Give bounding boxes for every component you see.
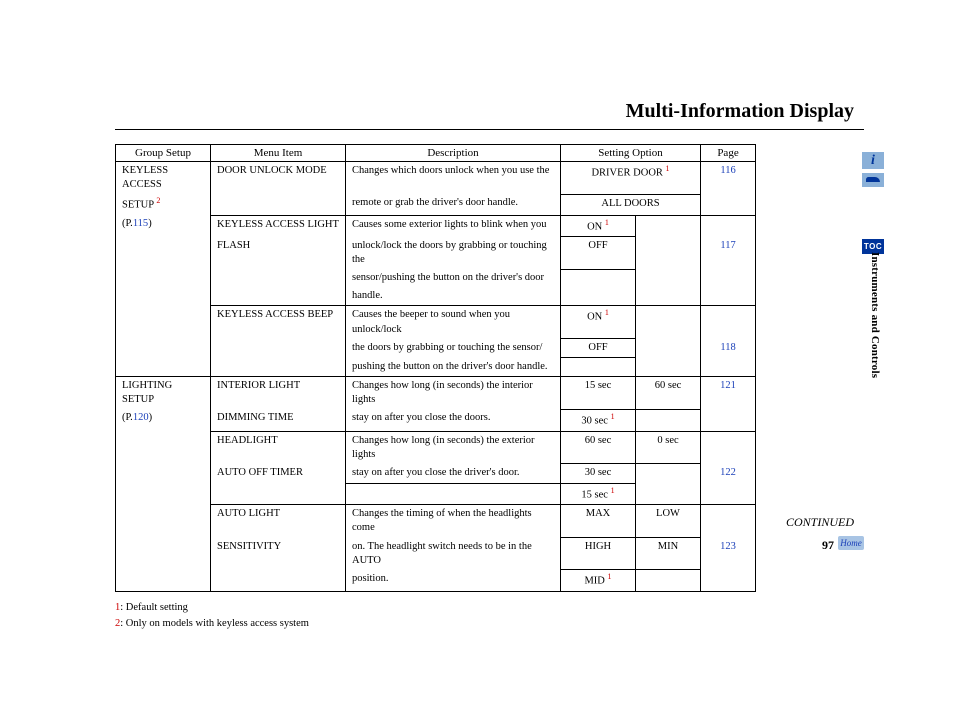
th-menu: Menu Item xyxy=(211,145,346,162)
r4-opt2: 60 sec xyxy=(636,377,701,410)
footnotes: 1: Default setting 2: Only on models wit… xyxy=(115,600,864,632)
r2-desc1: Causes some exterior lights to blink whe… xyxy=(346,215,561,237)
r3-desc3: pushing the button on the driver's door … xyxy=(346,358,561,377)
r6-desc2: on. The headlight switch needs to be in … xyxy=(346,538,561,570)
r3-opt1: ON 1 xyxy=(561,306,636,339)
r5-menu2: AUTO OFF TIMER xyxy=(211,464,346,483)
group-keyless-l2: SETUP 2 xyxy=(116,194,211,215)
r1-desc2: remote or grab the driver's door handle. xyxy=(346,194,561,215)
continued-label: CONTINUED xyxy=(786,515,854,530)
r4-opt1: 15 sec xyxy=(561,377,636,410)
r1-desc1: Changes which doors unlock when you use … xyxy=(346,162,561,195)
r6-opt5: MID 1 xyxy=(561,570,636,592)
r6-desc3: position. xyxy=(346,570,561,592)
r6-opt1: MAX xyxy=(561,505,636,538)
group-lighting-pref: (P.120) xyxy=(116,409,211,431)
r4-opt3: 30 sec 1 xyxy=(561,409,636,431)
r1-page[interactable]: 116 xyxy=(701,162,756,195)
r4-desc1: Changes how long (in seconds) the interi… xyxy=(346,377,561,410)
page-title: Multi-Information Display xyxy=(115,100,864,123)
r3-menu: KEYLESS ACCESS BEEP xyxy=(211,306,346,339)
title-rule xyxy=(115,129,864,130)
r2-page[interactable]: 117 xyxy=(701,237,756,269)
r1-menu: DOOR UNLOCK MODE xyxy=(211,162,346,195)
r2-menu2: FLASH xyxy=(211,237,346,269)
th-desc: Description xyxy=(346,145,561,162)
car-icon[interactable] xyxy=(862,173,884,187)
r1-opt2: ALL DOORS xyxy=(561,194,701,215)
page-number: 97 xyxy=(822,538,834,553)
r6-opt3: HIGH xyxy=(561,538,636,570)
r5-opt1: 60 sec xyxy=(561,431,636,464)
th-page: Page xyxy=(701,145,756,162)
group-keyless-l1: KEYLESS ACCESS xyxy=(116,162,211,195)
group-keyless-pref: (P.115) xyxy=(116,215,211,237)
link-p120[interactable]: 120 xyxy=(133,412,149,423)
r6-menu2: SENSITIVITY xyxy=(211,538,346,570)
th-group: Group Setup xyxy=(116,145,211,162)
r5-page[interactable]: 122 xyxy=(701,464,756,483)
r6-menu1: AUTO LIGHT xyxy=(211,505,346,538)
r5-opt2: 0 sec xyxy=(636,431,701,464)
settings-table: Group Setup Menu Item Description Settin… xyxy=(115,144,756,592)
r6-page[interactable]: 123 xyxy=(701,538,756,570)
section-label: Instruments and Controls xyxy=(869,252,881,378)
r2-menu1: KEYLESS ACCESS LIGHT xyxy=(211,215,346,237)
r5-opt3: 30 sec xyxy=(561,464,636,483)
group-lighting-l1: LIGHTING SETUP xyxy=(116,377,211,410)
home-icon[interactable]: Home xyxy=(838,536,864,550)
info-icon[interactable]: i xyxy=(862,152,884,169)
r4-menu1: INTERIOR LIGHT xyxy=(211,377,346,410)
link-p115[interactable]: 115 xyxy=(133,218,148,229)
r6-opt2: LOW xyxy=(636,505,701,538)
r4-menu2: DIMMING TIME xyxy=(211,409,346,431)
r2-desc2: unlock/lock the doors by grabbing or tou… xyxy=(346,237,561,269)
r6-desc1: Changes the timing of when the headlight… xyxy=(346,505,561,538)
r4-page[interactable]: 121 xyxy=(701,377,756,410)
r6-opt4: MIN xyxy=(636,538,701,570)
r3-page[interactable]: 118 xyxy=(701,339,756,358)
r1-opt1: DRIVER DOOR 1 xyxy=(561,162,701,195)
r4-desc2: stay on after you close the doors. xyxy=(346,409,561,431)
r2-desc4: handle. xyxy=(346,287,561,306)
r5-desc1: Changes how long (in seconds) the exteri… xyxy=(346,431,561,464)
r5-opt4: 15 sec 1 xyxy=(561,483,636,505)
r3-desc1: Causes the beeper to sound when you unlo… xyxy=(346,306,561,339)
r5-menu1: HEADLIGHT xyxy=(211,431,346,464)
r2-opt2: OFF xyxy=(561,237,636,269)
r5-desc2: stay on after you close the driver's doo… xyxy=(346,464,561,483)
r3-opt2: OFF xyxy=(561,339,636,358)
th-opt: Setting Option xyxy=(561,145,701,162)
r2-desc3: sensor/pushing the button on the driver'… xyxy=(346,269,561,287)
r3-desc2: the doors by grabbing or touching the se… xyxy=(346,339,561,358)
r2-opt1: ON 1 xyxy=(561,215,636,237)
